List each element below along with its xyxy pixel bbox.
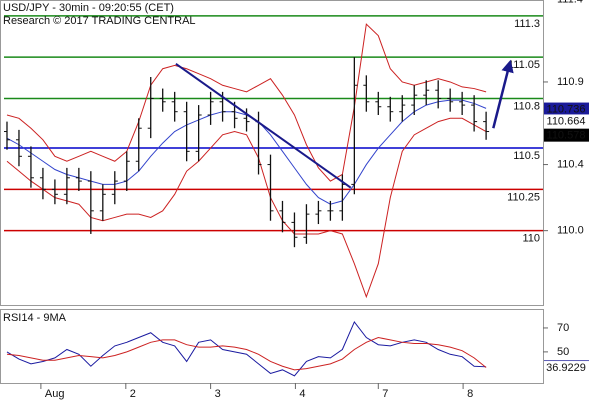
value-marker [544,361,589,375]
price-marker [544,102,589,116]
price-marker [544,114,589,128]
level-label: 110.25 [507,191,540,203]
level-label: 110 [522,233,540,245]
series-line [6,117,487,299]
chart-subtitle: Research © 2017 TRADING CENTRAL [3,15,196,27]
trend-line [175,62,352,189]
y-tick-label: 110.0 [557,225,584,237]
x-tick-label: Aug [45,388,65,400]
level-label: 111.3 [514,18,540,30]
x-tick-label: 4 [299,388,305,400]
value-marker-label: 36.9229 [546,362,586,374]
rsi-title: RSI14 - 9MA [3,312,67,324]
price-marker [544,128,589,142]
price-panel [0,0,544,306]
forecast-arrow [492,59,514,129]
level-label: 111.05 [508,59,540,71]
level-label: 110.5 [513,150,540,162]
series-line [6,320,487,377]
series-line [6,337,487,371]
price-marker-label: 110.736 [547,103,586,115]
x-tick-label: 2 [130,388,136,400]
x-tick-label: 3 [215,388,221,400]
level-label: 110.8 [513,100,540,112]
x-tick-label: 7 [382,388,388,400]
y-tick-label: 70 [557,322,569,334]
x-tick-label: 8 [467,388,473,400]
rsi-panel [0,309,544,384]
y-tick-label: 111.4 [557,0,583,5]
y-tick-label: 110.4 [557,158,584,170]
series-line [6,23,487,182]
price-marker-label: 110.664 [547,115,586,127]
price-marker-label: 110.578 [547,130,586,142]
y-tick-label: 110.9 [557,76,584,88]
y-tick-label: 50 [557,346,569,358]
chart-title: USD/JPY - 30min - 09:20:55 (CET) [3,2,174,14]
